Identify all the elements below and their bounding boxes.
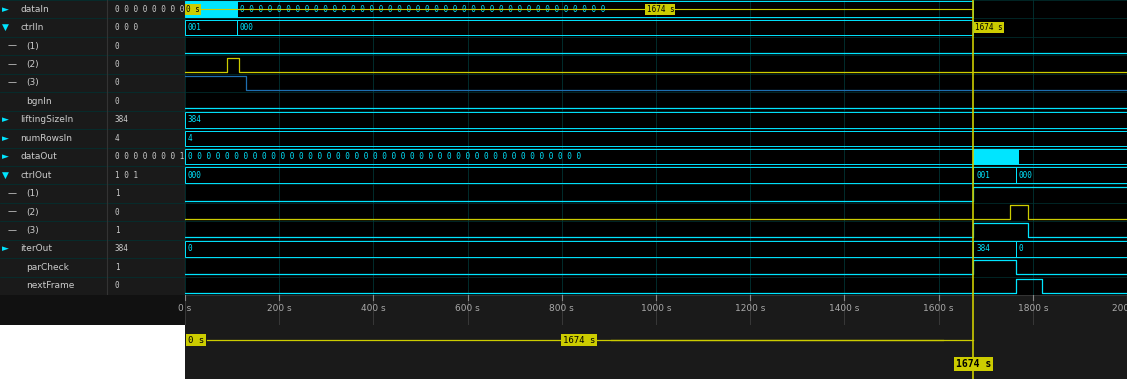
Text: ►: ► xyxy=(2,115,9,124)
Text: 000: 000 xyxy=(1019,171,1032,180)
Text: —: — xyxy=(8,42,17,50)
Text: 1: 1 xyxy=(115,263,119,272)
Bar xyxy=(185,112,1127,128)
Text: 0 s: 0 s xyxy=(178,304,192,313)
Text: (1): (1) xyxy=(26,42,38,50)
Text: 1674 s: 1674 s xyxy=(975,23,1003,32)
Text: ctrlIn: ctrlIn xyxy=(20,23,44,32)
Text: 384: 384 xyxy=(115,244,128,254)
Bar xyxy=(237,2,974,17)
Text: 1000 s: 1000 s xyxy=(641,304,672,313)
Text: 0 0 0 0 0 0 0 0 0 0 0 0 0 0 0 0 0 0 0 0 0 0 0 0 0 0 0 0 0 0 0 0 0 0 0 0 0 0 0 0 : 0 0 0 0 0 0 0 0 0 0 0 0 0 0 0 0 0 0 0 0 … xyxy=(188,152,580,161)
Text: dataOut: dataOut xyxy=(20,152,57,161)
Text: (3): (3) xyxy=(26,78,38,88)
Text: 2000 s: 2000 s xyxy=(1112,304,1127,313)
Text: ►: ► xyxy=(2,5,9,14)
Text: 0 s: 0 s xyxy=(188,336,204,345)
Text: —: — xyxy=(8,60,17,69)
Text: 1800 s: 1800 s xyxy=(1018,304,1048,313)
Text: 384: 384 xyxy=(115,115,128,124)
Text: (2): (2) xyxy=(26,60,38,69)
Text: 384: 384 xyxy=(976,244,991,254)
Text: ▼: ▼ xyxy=(2,23,9,32)
Text: ►: ► xyxy=(2,152,9,161)
Text: ►: ► xyxy=(2,134,9,143)
Bar xyxy=(974,149,1018,164)
Text: Cursor 2: Cursor 2 xyxy=(5,359,52,369)
Text: 4: 4 xyxy=(188,134,193,143)
Text: (1): (1) xyxy=(26,189,38,198)
Text: 1674 s: 1674 s xyxy=(44,359,80,369)
Bar xyxy=(1015,168,1127,183)
Text: parCheck: parCheck xyxy=(26,263,69,272)
Text: 001: 001 xyxy=(976,171,991,180)
Text: 000: 000 xyxy=(240,23,254,32)
Text: 1 0 1: 1 0 1 xyxy=(115,171,137,180)
Text: ctrlOut: ctrlOut xyxy=(20,171,52,180)
Bar xyxy=(185,149,974,164)
Text: —: — xyxy=(8,208,17,216)
Bar xyxy=(185,241,974,257)
Text: 0: 0 xyxy=(1019,244,1023,254)
Bar xyxy=(185,20,237,35)
Bar xyxy=(1015,241,1127,257)
Text: —: — xyxy=(8,226,17,235)
Text: 0 s: 0 s xyxy=(66,336,80,345)
Bar xyxy=(237,20,974,35)
Text: 0: 0 xyxy=(115,208,119,216)
Text: 1674 s: 1674 s xyxy=(956,359,991,369)
Text: 1200 s: 1200 s xyxy=(735,304,765,313)
Text: liftingSizeIn: liftingSizeIn xyxy=(20,115,73,124)
Text: ▼: ▼ xyxy=(2,171,9,180)
Text: 000: 000 xyxy=(188,171,202,180)
Text: 1600 s: 1600 s xyxy=(923,304,953,313)
Text: 0: 0 xyxy=(115,97,119,106)
Text: 0 s: 0 s xyxy=(186,5,199,14)
Text: 600 s: 600 s xyxy=(455,304,480,313)
Text: —: — xyxy=(8,78,17,88)
Text: ►: ► xyxy=(2,244,9,254)
Text: 0 0 0 0 0 0 0 0 0: 0 0 0 0 0 0 0 0 0 xyxy=(115,5,194,14)
Text: 1674 s: 1674 s xyxy=(647,5,674,14)
Text: (3): (3) xyxy=(26,226,38,235)
Text: 1400 s: 1400 s xyxy=(829,304,860,313)
Text: 001: 001 xyxy=(188,23,202,32)
Text: 1674 s: 1674 s xyxy=(564,336,595,345)
Text: 0: 0 xyxy=(188,244,193,254)
Text: iterOut: iterOut xyxy=(20,244,52,254)
Text: 1: 1 xyxy=(115,226,119,235)
Text: 1: 1 xyxy=(115,189,119,198)
Text: —: — xyxy=(8,189,17,198)
Text: nextFrame: nextFrame xyxy=(26,281,74,290)
Text: 0: 0 xyxy=(115,60,119,69)
Text: 0: 0 xyxy=(115,42,119,50)
Text: 0 0 0 0 0 0 0 0 0 0 0 0 0 0 0 0 0 0 0 0 0 0 0 0 0 0 0 0 0 0 0 0 0 0 0 0 0 0 0 0: 0 0 0 0 0 0 0 0 0 0 0 0 0 0 0 0 0 0 0 0 … xyxy=(240,5,605,14)
Bar xyxy=(974,241,1015,257)
Text: 800 s: 800 s xyxy=(550,304,574,313)
Bar xyxy=(974,168,1015,183)
Text: bgnIn: bgnIn xyxy=(26,97,52,106)
Text: 4: 4 xyxy=(115,134,119,143)
Text: (2): (2) xyxy=(26,208,38,216)
Text: 384: 384 xyxy=(188,115,202,124)
Text: 0 0 0: 0 0 0 xyxy=(115,23,137,32)
Bar xyxy=(185,168,974,183)
Text: dataIn: dataIn xyxy=(20,5,50,14)
Text: 200 s: 200 s xyxy=(267,304,292,313)
Text: 400 s: 400 s xyxy=(361,304,385,313)
Text: 0: 0 xyxy=(115,281,119,290)
Bar xyxy=(1018,149,1127,164)
Text: 0: 0 xyxy=(115,78,119,88)
Text: numRowsIn: numRowsIn xyxy=(20,134,72,143)
Text: 0 0 0 0 0 0 0 1 1: 0 0 0 0 0 0 0 1 1 xyxy=(115,152,194,161)
Bar xyxy=(185,130,1127,146)
Text: Cursor 1: Cursor 1 xyxy=(5,336,43,345)
Bar xyxy=(185,2,237,17)
